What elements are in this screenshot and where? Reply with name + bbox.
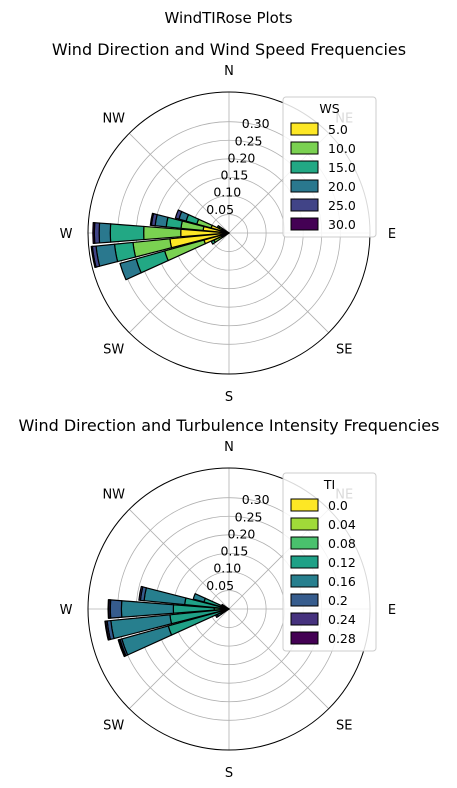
legend-swatch [290,160,319,174]
grid-spoke [129,509,230,610]
legend-label: 0.08 [328,536,356,551]
rose-bar [149,212,155,226]
r-tick-label: 0.10 [213,185,241,200]
rose-bar [119,258,142,281]
legend-label: 25.0 [328,198,356,213]
r-tick-label: 0.30 [242,492,270,507]
rose-bar [143,225,182,241]
rose-bar [92,221,96,245]
figure-suptitle: WindTIRose Plots [164,9,292,27]
chart-title: Wind Direction and Wind Speed Frequencie… [52,40,406,59]
legend-swatch [290,612,319,626]
legend-label: 0.12 [328,555,356,570]
rose-bar [113,241,137,263]
direction-label-n: N [224,440,234,455]
legend-swatch [290,631,319,645]
legend-swatch [290,536,319,550]
r-tick-label: 0.15 [220,168,248,183]
rose-bar [143,587,187,606]
legend-swatch [290,122,319,136]
direction-label-sw: SW [103,718,124,733]
direction-label-sw: SW [103,342,124,357]
legend-swatch [290,198,319,212]
rose-bar [104,620,110,641]
rose-bar [174,209,183,220]
rose-bar [109,599,123,619]
legend-label: 0.16 [328,574,356,589]
legend-label: 0.24 [328,612,356,627]
direction-label-n: N [224,64,234,79]
legend-swatch [290,555,319,569]
legend-label: 0.2 [328,593,348,608]
grid-spoke [228,232,329,333]
direction-label-w: W [60,603,73,618]
wind-speed-rose: Wind Direction and Wind Speed Frequencie… [52,40,406,405]
legend-label: 5.0 [328,122,348,137]
r-tick-label: 0.20 [228,526,256,541]
direction-label-se: SE [336,342,352,357]
chart-title: Wind Direction and Turbulence Intensity … [19,416,440,435]
legend-label: 30.0 [328,217,356,232]
rose-bar [107,599,110,619]
r-tick-label: 0.05 [206,578,234,593]
direction-label-s: S [225,390,233,405]
rose-bar [98,222,112,244]
legend-swatch [290,179,319,193]
direction-label-nw: NW [102,488,125,503]
direction-label-nw: NW [102,112,125,127]
legend-label: 20.0 [328,179,356,194]
legend-swatch [290,141,319,155]
legend: TI 0.0 0.04 0.08 0.12 0.16 0.2 0.24 0.28 [282,472,377,652]
legend: WS 5.0 10.0 15.0 20.0 25.0 30.0 [282,96,377,238]
direction-label-e: E [388,227,396,242]
r-tick-label: 0.30 [242,116,270,131]
rose-bar [216,225,221,229]
direction-label-e: E [388,603,396,618]
r-tick-label: 0.20 [228,150,256,165]
legend-swatch [290,593,319,607]
direction-label-w: W [60,227,73,242]
r-tick-label: 0.10 [213,561,241,576]
legend-label: 15.0 [328,160,356,175]
grid-spoke [228,608,329,709]
r-tick-label: 0.15 [220,544,248,559]
direction-label-s: S [225,766,233,781]
legend-swatch [290,498,319,512]
legend-title: TI [323,477,335,492]
r-tick-label: 0.25 [235,509,263,524]
r-tick-label: 0.25 [235,133,263,148]
legend-label: 10.0 [328,141,356,156]
legend-label: 0.28 [328,631,356,646]
legend-title: WS [319,101,339,116]
rose-bar [221,603,226,608]
grid-spoke [129,608,230,709]
grid-spoke [129,133,230,234]
direction-label-se: SE [336,718,352,733]
legend-label: 0.04 [328,517,356,532]
rose-bar [90,245,97,269]
rose-bar [138,585,144,601]
rose-bar [117,639,126,658]
legend-swatch [290,217,319,231]
legend-swatch [290,574,319,588]
grid-spoke [129,232,230,333]
legend-label: 0.0 [328,498,348,513]
legend-swatch [290,517,319,531]
rose-bar [192,593,206,603]
turbulence-intensity-rose: Wind Direction and Turbulence Intensity … [19,416,440,781]
rose-bar [109,223,145,243]
r-tick-label: 0.05 [206,202,234,217]
